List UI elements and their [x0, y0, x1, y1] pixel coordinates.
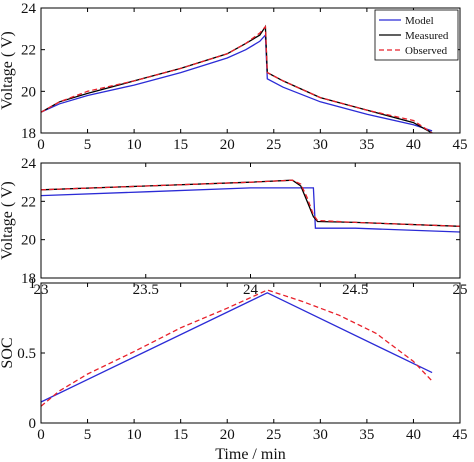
panel2-ytick-label: 20 [21, 233, 36, 249]
panel1-xtick-label: 5 [84, 137, 92, 153]
panel1-ytick-label: 24 [21, 1, 37, 17]
panel1-ytick-label: 18 [21, 126, 36, 142]
panel3-xtick-label: 35 [359, 427, 374, 443]
panel2-frame [40, 162, 461, 279]
panel3-xtick-label: 20 [220, 427, 235, 443]
panel3-series-observed-line [41, 289, 433, 407]
panel1-xtick-label: 45 [453, 137, 468, 153]
panel3-xtick-label: 40 [406, 427, 421, 443]
panel2-ytick-label: 18 [21, 271, 36, 287]
panel1-xtick-label: 10 [127, 137, 142, 153]
panel1-xtick-label: 15 [173, 137, 188, 153]
panel3-xtick-label: 5 [84, 427, 92, 443]
panel1-xtick-label: 20 [220, 137, 235, 153]
panel1-series-measured-line [41, 24, 433, 133]
panel1-xtick-label: 25 [266, 137, 281, 153]
panel1-series-observed-line [41, 25, 433, 133]
panel3-xtick-label: 0 [37, 427, 45, 443]
panel3-series-model-line [41, 292, 433, 403]
panel1-series-model-line [41, 33, 433, 132]
panel3-frame [40, 282, 461, 424]
legend-label-observed: Observed [405, 45, 448, 57]
panel2-xtick-label: 24.5 [342, 282, 368, 298]
panel2-xtick-label: 24 [243, 282, 259, 298]
panel2-xtick-label: 23.5 [133, 282, 159, 298]
panel2-series-measured-line [41, 179, 460, 227]
panel3-xlabel: Time / min [215, 446, 286, 462]
panel1-ytick-label: 22 [21, 43, 36, 59]
panel2-ytick-label: 24 [21, 156, 37, 172]
panel3-xtick-label: 10 [127, 427, 142, 443]
panel1-ytick-label: 20 [21, 84, 36, 100]
legend-label-model: Model [405, 15, 434, 27]
panel3-xtick-label: 45 [453, 427, 468, 443]
legend-label-measured: Measured [405, 30, 449, 42]
panel1-ylabel: Voltage ( V) [0, 31, 16, 110]
panel3-ytick-label: 0.5 [17, 346, 36, 362]
panel3-xtick-label: 15 [173, 427, 188, 443]
panel1-xtick-label: 35 [359, 137, 374, 153]
panel1-xtick-label: 30 [313, 137, 328, 153]
panel1-frame [40, 7, 461, 134]
panel2-ylabel: Voltage ( V) [0, 181, 16, 260]
panel3-ylabel: SOC [0, 337, 16, 368]
panel3-xtick-label: 25 [266, 427, 281, 443]
panel2-series-observed-line [41, 179, 460, 227]
panel2-ytick-label: 22 [21, 194, 36, 210]
panel1-xtick-label: 0 [37, 137, 45, 153]
panel3-ytick-label: 1 [29, 276, 37, 292]
panel3-xtick-label: 30 [313, 427, 328, 443]
panel3-ytick-label: 0 [29, 416, 37, 432]
panel2-series-model-line [41, 187, 460, 233]
panel1-xtick-label: 40 [406, 137, 421, 153]
